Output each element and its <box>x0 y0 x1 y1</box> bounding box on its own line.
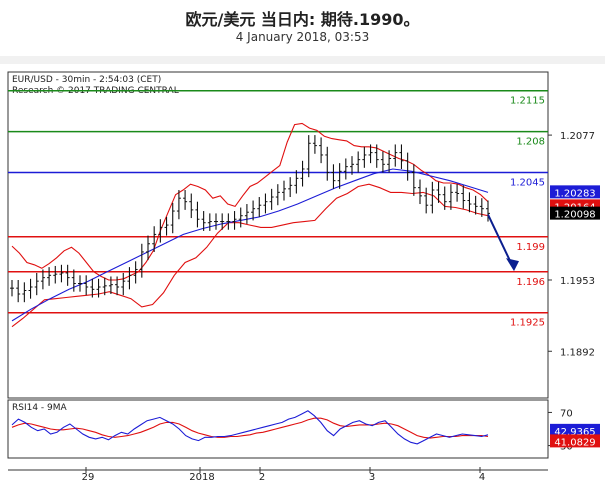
rsi-tick-label-0: 70 <box>560 408 573 419</box>
level-label-4: 1.196 <box>516 277 545 288</box>
x-tick-label-1: 2018 <box>189 472 214 483</box>
header-divider <box>0 56 605 64</box>
y-tick-label-0: 1.2077 <box>560 131 595 142</box>
level-label-0: 1.2115 <box>510 96 545 107</box>
rsi-ma-line <box>11 417 489 439</box>
rsi-tag-1 <box>550 434 600 448</box>
projection-arrow-shaft <box>487 214 514 268</box>
rsi-tag-0 <box>550 423 600 437</box>
price-tag-label-2: 1.20098 <box>554 210 595 221</box>
chart-header: 欧元/美元 当日内: 期待.1990。 4 January 2018, 03:5… <box>0 0 605 62</box>
level-label-1: 1.208 <box>516 137 545 148</box>
level-label-3: 1.199 <box>516 242 545 253</box>
x-tick-label-4: 4 <box>479 472 485 483</box>
info-line-1: EUR/USD - 30min - 2:54:03 (CET) <box>12 75 161 85</box>
rsi-label: RSI14 - 9MA <box>12 403 68 413</box>
rsi-panel-frame <box>7 399 549 459</box>
price-tag-2 <box>550 206 600 220</box>
price-tag-0 <box>550 185 600 199</box>
chart-title: 欧元/美元 当日内: 期待.1990。 <box>185 10 420 29</box>
y-tick-label-1: 1.1953 <box>560 276 595 287</box>
price-panel-frame <box>7 71 549 399</box>
moving-average-line <box>11 168 489 322</box>
y-tick-label-2: 1.1892 <box>560 347 595 358</box>
upper-band-line <box>11 122 489 281</box>
level-label-5: 1.1925 <box>510 318 545 329</box>
rsi-line <box>11 410 489 445</box>
x-tick-label-0: 29 <box>82 472 95 483</box>
lower-band-line <box>11 183 489 328</box>
price-tag-label-0: 1.20283 <box>554 188 595 199</box>
level-label-2: 1.2045 <box>510 177 545 188</box>
x-tick-label-3: 3 <box>369 472 375 483</box>
x-tick-label-2: 2 <box>259 472 265 483</box>
rsi-tag-label-1: 41.0829 <box>554 437 595 448</box>
projection-arrow-head <box>506 258 519 272</box>
chart-date: 4 January 2018, 03:53 <box>235 30 370 44</box>
rsi-tag-label-0: 42.9365 <box>554 427 595 438</box>
